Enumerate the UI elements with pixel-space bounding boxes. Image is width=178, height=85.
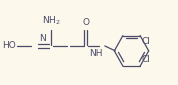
Text: O: O — [82, 18, 89, 27]
Text: NH: NH — [90, 49, 103, 58]
Text: N: N — [39, 34, 46, 43]
Text: NH$_2$: NH$_2$ — [42, 15, 61, 27]
Text: HO: HO — [2, 41, 16, 50]
Text: Cl: Cl — [141, 37, 150, 46]
Text: Cl: Cl — [141, 55, 150, 64]
